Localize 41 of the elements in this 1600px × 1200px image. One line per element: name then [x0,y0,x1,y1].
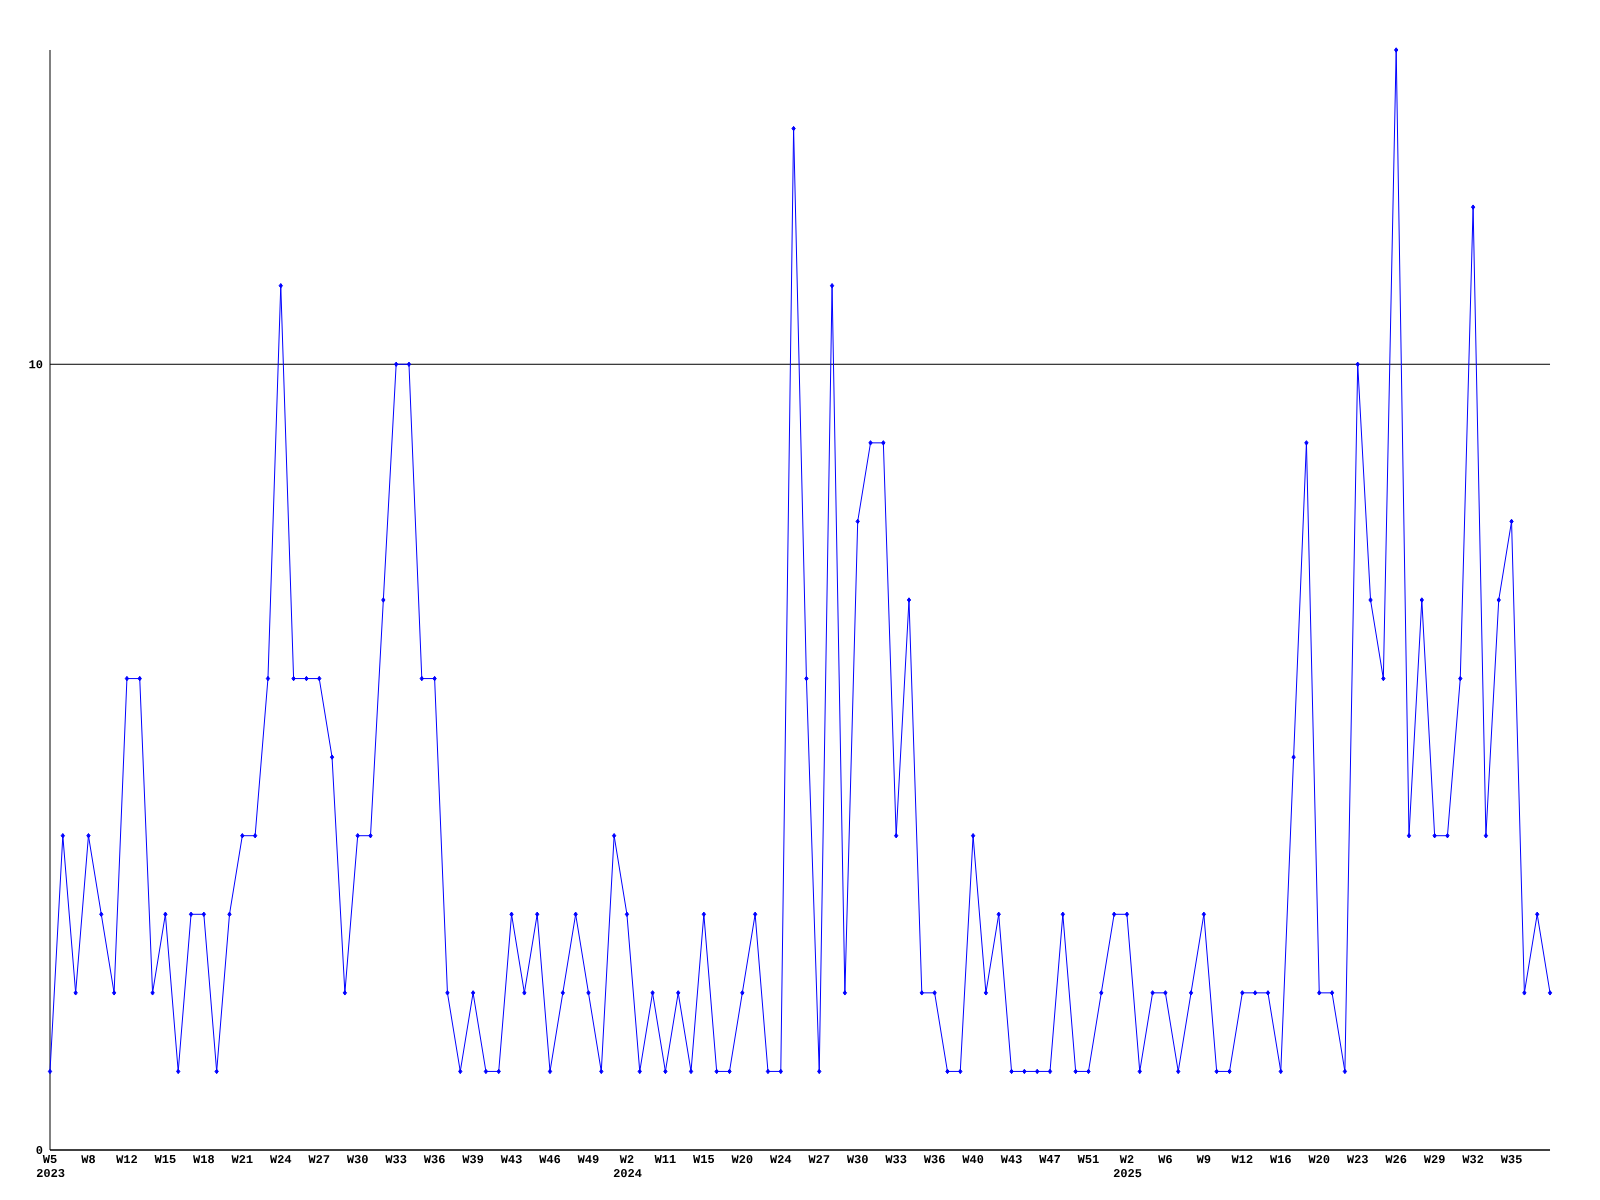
x-tick-label: W49 [577,1155,599,1164]
x-tick-label: W2 2024 [613,1155,642,1178]
x-tick-label: W33 [885,1155,907,1164]
y-tick-label: 0 [36,1145,43,1155]
x-tick-label: W36 [423,1155,445,1164]
x-tick-label: W16 [1269,1155,1291,1164]
x-tick-label: W32 [1462,1155,1484,1164]
x-tick-label: W47 [1039,1155,1061,1163]
x-tick-label: W11 [654,1155,676,1163]
x-tick-label: W24 [269,1155,292,1164]
x-tick-label: W43 [1000,1155,1022,1164]
x-tick-label: W18 [193,1155,215,1164]
x-tick-label: W21 [231,1155,253,1164]
x-tick-label: W15 [693,1155,715,1164]
x-tick-label: W27 [308,1155,330,1164]
x-tick-label: W46 [539,1155,561,1164]
x-tick-label: W24 [769,1155,792,1164]
x-tick-label: W33 [385,1155,407,1164]
x-tick-label: W40 [962,1155,984,1164]
x-tick-label: W35 [1500,1155,1522,1164]
x-tick-label: W20 [731,1155,753,1164]
x-tick-label: W5 2023 [36,1155,65,1178]
x-tick-label: W2 2025 [1113,1155,1142,1178]
x-tick-label: W36 [923,1155,945,1164]
x-tick-label: W27 [808,1155,830,1164]
x-tick-label: W20 [1308,1155,1330,1164]
x-tick-label: W8 [81,1155,96,1164]
x-tick-label: W51 [1077,1155,1099,1164]
x-tick-label: W43 [500,1155,522,1164]
x-tick-label: W12 [116,1155,138,1164]
y-tick-label: 10 [29,360,43,369]
x-tick-label: W30 [846,1155,868,1164]
x-tick-label: W23 [1346,1155,1368,1164]
x-tick-label: W29 [1423,1155,1445,1164]
x-tick-label: W30 [346,1155,368,1164]
x-tick-label: W15 [154,1155,176,1164]
x-tick-label: W12 [1231,1155,1253,1164]
x-tick-label: W9 [1196,1155,1211,1164]
x-tick-label: W26 [1385,1155,1407,1164]
x-tick-label: W6 [1158,1155,1172,1164]
x-tick-label: W39 [462,1155,484,1164]
